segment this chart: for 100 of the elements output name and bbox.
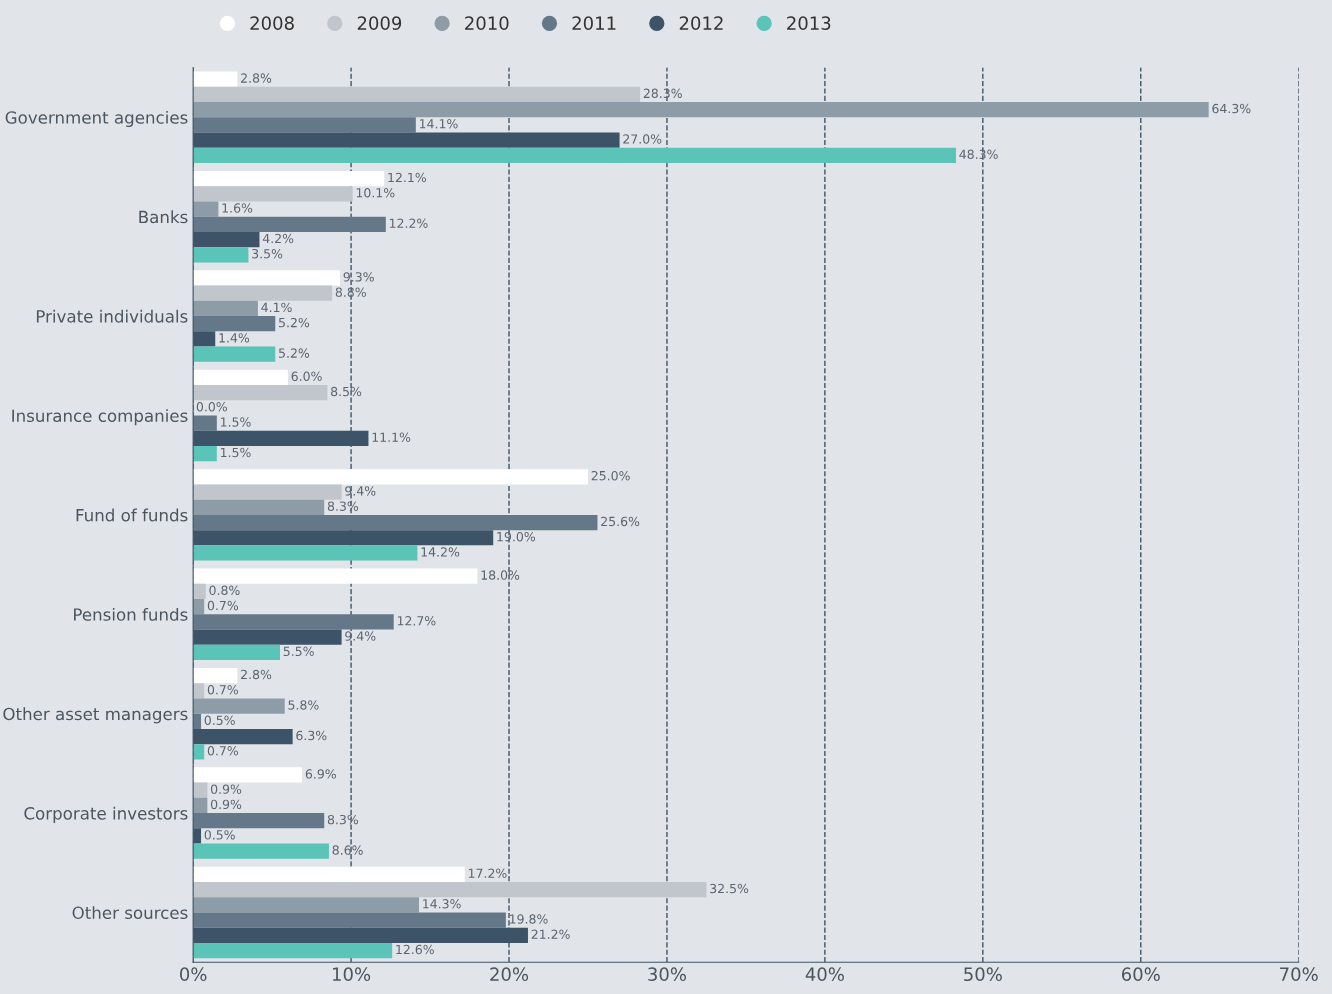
y-tick-label: Pension funds [74,607,188,621]
x-tick-label: 50% [964,967,1002,982]
data-label: 9.4% [345,486,376,496]
bar [193,445,217,462]
bar [193,316,276,332]
bar [193,270,341,286]
data-label: 28.3% [643,88,682,99]
data-label: 0.0% [196,402,227,412]
x-tick-label: 30% [648,967,687,982]
y-tick-label: Fund of funds [76,508,188,522]
bar [193,843,329,859]
x-tick-label: 10% [332,967,371,982]
bar [193,897,419,913]
data-label: 12.1% [388,172,427,183]
bar [193,346,276,362]
data-label: 0.9% [210,784,242,794]
bar [193,667,238,684]
data-label: 12.2% [389,218,428,228]
legend-label: 2011 [572,16,616,30]
y-tick-label: Other asset managers [3,707,188,724]
data-label: 8.6% [332,845,363,855]
bar [193,767,303,783]
bar [193,484,342,500]
bar [193,86,641,103]
data-label: 8.3% [327,814,359,825]
data-label: 0.9% [210,799,242,810]
data-label: 10.1% [356,188,395,198]
bar [193,866,465,883]
data-label: 4.2% [262,233,294,244]
x-tick-label: 40% [805,967,844,982]
data-label: 11.1% [372,432,411,442]
y-tick-label: Government agencies [5,110,188,128]
bar [193,882,707,898]
legend-label: 2012 [679,16,723,30]
data-label: 48.3% [959,149,998,160]
bar [193,469,588,485]
x-tick-label: 60% [1121,967,1160,982]
x-tick-label: 20% [490,967,529,982]
data-label: 8.8% [335,287,366,297]
data-label: 19.0% [497,531,536,542]
y-tick-label: Corporate investors [24,806,188,823]
bar [193,117,416,133]
data-label: 18.0% [481,570,520,580]
data-label: 8.5% [331,386,362,397]
bar [193,942,393,959]
data-label: 6.0% [291,371,322,382]
legend-label: 2008 [250,16,294,30]
bar [193,369,288,386]
data-label: 25.6% [601,516,640,527]
data-label: 0.5% [204,715,235,725]
bar [193,285,333,301]
bar [193,102,1209,118]
data-label: 5.2% [279,317,310,328]
bar [193,782,208,798]
data-label: 0.8% [209,585,240,596]
data-label: 1.5% [220,417,251,427]
y-tick-label: Insurance companies [12,409,188,426]
data-label: 27.0% [623,134,662,144]
data-label: 9.4% [345,631,376,641]
bar [193,583,206,600]
bar [193,415,217,431]
data-label: 0.5% [204,830,235,840]
bar [193,147,956,164]
bar [193,568,478,584]
bar [193,545,418,561]
data-label: 1.5% [220,447,251,458]
data-label: 5.5% [283,646,314,657]
data-label: 64.3% [1212,103,1251,114]
y-tick-label: Other sources [72,906,188,920]
data-label: 0.7% [207,745,239,756]
bar [193,71,238,87]
bar [193,385,328,401]
bar [193,499,325,515]
bar [193,797,208,814]
bar [193,698,285,714]
bar [193,170,385,187]
bar [193,614,394,630]
bar [193,300,258,317]
bar [193,912,506,928]
data-label: 5.2% [279,348,310,358]
data-label: 3.5% [252,248,283,259]
bar [193,201,219,217]
data-label: 6.3% [296,730,327,741]
data-label: 0.7% [207,600,239,611]
data-label: 2.8% [241,669,272,680]
data-label: 1.4% [219,333,250,343]
data-label: 25.0% [591,470,630,481]
data-label: 14.1% [419,119,458,129]
bar [193,514,598,531]
bar [193,186,353,202]
bar [193,216,386,232]
data-label: 8.3% [327,501,359,511]
data-label: 12.6% [396,944,434,955]
data-label: 17.2% [468,868,507,879]
bar [193,644,281,661]
y-tick-label: Banks [139,210,188,224]
data-label: 6.9% [305,769,336,779]
data-label: 5.8% [288,700,319,710]
legend-label: 2010 [465,16,509,30]
data-label: 9.3% [343,272,374,282]
